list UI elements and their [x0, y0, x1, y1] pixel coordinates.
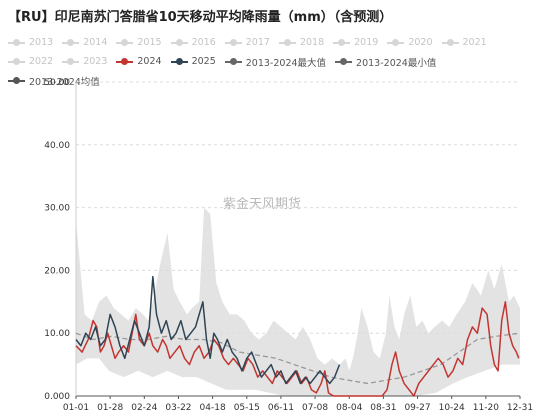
legend-item-2019[interactable]: 2019	[333, 33, 378, 52]
y-tick-label: 0.000	[44, 392, 70, 402]
x-tick-label: 08-04	[336, 403, 362, 413]
legend-swatch-dot	[121, 57, 129, 65]
x-tick-label: 04-18	[200, 403, 226, 413]
legend-swatch-icon	[116, 57, 134, 67]
y-tick-label: 10.00	[44, 329, 70, 339]
chart-title: 【RU】印尼南苏门答腊省10天移动平均降雨量（mm）（含预测）	[8, 10, 393, 25]
legend-swatch-dot	[229, 38, 237, 46]
legend-item-2023[interactable]: 2023	[62, 52, 107, 71]
y-tick-label: 30.00	[44, 204, 70, 214]
legend-swatch-icon	[387, 38, 405, 48]
legend-label: 2022	[29, 56, 54, 67]
legend-item-2017[interactable]: 2017	[224, 33, 270, 52]
series-2013-2024-max-area	[76, 207, 520, 396]
series-2025-line	[75, 275, 341, 385]
y-tick-label: 20.00	[44, 266, 70, 276]
legend-label: 2024	[137, 56, 162, 67]
legend-swatch-icon	[116, 38, 134, 48]
legend-swatch-icon	[224, 57, 242, 67]
legend-swatch-icon	[170, 38, 188, 48]
x-tick-label: 07-08	[302, 403, 328, 413]
x-tick-label: 05-15	[234, 403, 260, 413]
legend-item-2018[interactable]: 2018	[278, 33, 325, 52]
legend-label: 2020	[408, 37, 433, 48]
legend-item-2021[interactable]: 2021	[441, 33, 487, 52]
legend-label: 2014	[83, 37, 108, 48]
x-tick-label: 09-27	[404, 403, 430, 413]
x-tick-label: 12-31	[507, 403, 533, 413]
x-tick-label: 08-31	[370, 403, 396, 413]
legend-label: 2013-2024最小值	[356, 57, 437, 69]
legend-swatch-dot	[175, 57, 183, 65]
legend-label: 2019	[354, 37, 379, 48]
legend-swatch-dot	[283, 38, 291, 46]
x-tick-label: 02-24	[131, 403, 157, 413]
legend-swatch-dot	[13, 38, 20, 46]
legend-swatch-icon	[441, 38, 459, 48]
y-tick-label: 50.00	[44, 78, 70, 88]
series-2013-2024-min-area	[76, 358, 520, 396]
legend-item-2013-2024-mean[interactable]: 2013-2024均值	[8, 71, 100, 90]
legend-swatch-dot	[121, 38, 129, 46]
legend-swatch-dot	[67, 38, 75, 46]
legend-swatch-dot	[392, 38, 400, 46]
legend-swatch-icon	[8, 38, 25, 48]
legend-label: 2025	[191, 56, 216, 67]
legend-swatch-icon	[62, 38, 80, 48]
legend-swatch-icon	[8, 57, 25, 67]
legend-item-2016[interactable]: 2016	[170, 33, 216, 52]
legend-swatch-icon	[8, 76, 25, 86]
legend-label: 2013-2024最大值	[245, 57, 327, 69]
legend-item-2013[interactable]: 2013	[8, 33, 53, 52]
watermark: 紫金天风期货	[223, 196, 301, 212]
x-tick-label: 01-28	[97, 403, 123, 413]
legend-swatch-dot	[13, 76, 20, 84]
series-2013-2024-mean-line	[75, 332, 521, 385]
legend-swatch-dot	[229, 57, 237, 65]
legend-label: 2021	[462, 37, 487, 48]
legend-swatch-icon	[170, 57, 188, 67]
legend-item-2015[interactable]: 2015	[116, 33, 162, 52]
legend-swatch-dot	[13, 57, 20, 65]
legend-item-2013-2024-min[interactable]: 2013-2024最小值	[335, 52, 436, 71]
legend-item-2013-2024-max[interactable]: 2013-2024最大值	[224, 52, 327, 71]
legend-item-2022[interactable]: 2022	[8, 52, 53, 71]
legend-label: 2013-2024均值	[29, 76, 100, 88]
legend-swatch-icon	[224, 38, 242, 48]
legend-label: 2023	[83, 56, 108, 67]
legend-item-2025[interactable]: 2025	[170, 52, 216, 71]
legend-swatch-icon	[335, 57, 353, 67]
x-tick-label: 11-20	[473, 403, 499, 413]
legend-label: 2016	[191, 37, 216, 48]
legend: 2013 2014 2015 2016 2017 2018 2019 2020 2021 2022…	[8, 33, 544, 90]
legend-swatch-dot	[340, 57, 348, 65]
x-tick-label: 03-22	[165, 403, 191, 413]
legend-item-2020[interactable]: 2020	[387, 33, 433, 52]
series-2024-line	[75, 301, 520, 397]
legend-label: 2017	[245, 37, 270, 48]
legend-label: 2018	[299, 37, 325, 48]
x-tick-label: 10-24	[439, 403, 465, 413]
y-tick-label: 40.00	[44, 141, 70, 151]
legend-swatch-dot	[338, 38, 346, 46]
legend-label: 2013	[29, 37, 54, 48]
legend-swatch-icon	[278, 38, 296, 48]
x-tick-label: 06-11	[268, 403, 294, 413]
legend-swatch-dot	[446, 38, 454, 46]
legend-swatch-dot	[175, 38, 183, 46]
legend-label: 2015	[137, 37, 162, 48]
legend-swatch-dot	[67, 57, 75, 65]
legend-swatch-icon	[333, 38, 351, 48]
x-tick-label: 01-01	[63, 403, 89, 413]
legend-item-2024[interactable]: 2024	[116, 52, 162, 71]
legend-item-2014[interactable]: 2014	[62, 33, 107, 52]
legend-swatch-icon	[62, 57, 80, 67]
